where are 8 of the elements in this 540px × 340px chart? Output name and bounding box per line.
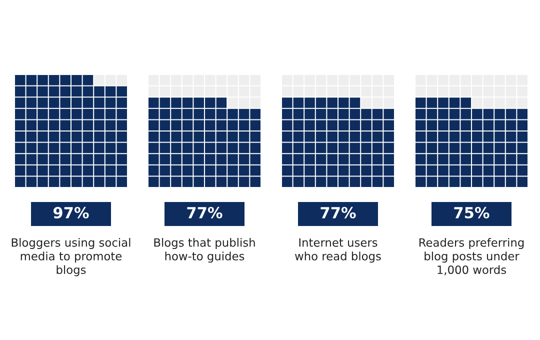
category-label: Bloggers using social media to promote blogs xyxy=(12,238,130,276)
data-label: 97% xyxy=(54,206,89,218)
data-label: 75% xyxy=(454,206,490,218)
category-label: Internet users who read blogs xyxy=(295,238,381,263)
category-label: Readers preferring blog posts under 1,000 words xyxy=(419,238,524,276)
data-label: 77% xyxy=(187,206,222,218)
data-label: 77% xyxy=(320,206,356,218)
category-label: Blogs that publish how-to guides xyxy=(154,238,255,263)
